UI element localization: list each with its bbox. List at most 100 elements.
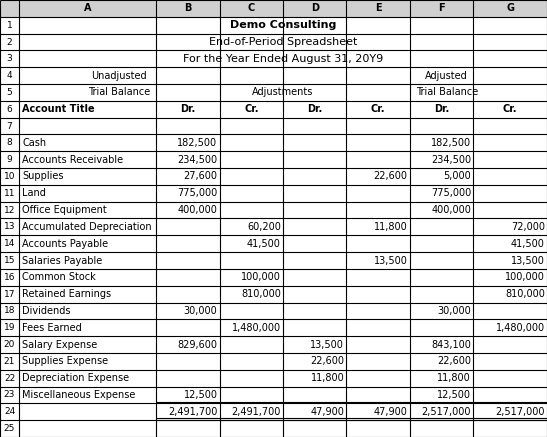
Text: 25: 25 [4, 424, 15, 433]
Text: G: G [506, 3, 514, 14]
Text: C: C [248, 3, 255, 14]
Text: 234,500: 234,500 [177, 155, 218, 165]
Text: 775,000: 775,000 [430, 188, 471, 198]
Text: 15: 15 [4, 256, 15, 265]
Text: 829,600: 829,600 [178, 340, 218, 350]
Text: 775,000: 775,000 [177, 188, 218, 198]
Text: Cr.: Cr. [244, 104, 259, 114]
Bar [346, 0, 410, 17]
Text: Accounts Payable: Accounts Payable [22, 239, 108, 249]
Text: 47,900: 47,900 [374, 407, 408, 417]
Text: A: A [84, 3, 91, 14]
Text: 11,800: 11,800 [437, 373, 471, 383]
Text: Salary Expense: Salary Expense [22, 340, 97, 350]
Text: 30,000: 30,000 [437, 306, 471, 316]
Text: 2,517,000: 2,517,000 [496, 407, 545, 417]
Text: F: F [438, 3, 445, 14]
Text: 1: 1 [7, 21, 13, 30]
Text: 5,000: 5,000 [443, 171, 471, 181]
Bar [283, 0, 346, 17]
Text: 810,000: 810,000 [505, 289, 545, 299]
Text: 13,500: 13,500 [374, 256, 408, 266]
Text: 21: 21 [4, 357, 15, 366]
Text: 100,000: 100,000 [505, 272, 545, 282]
Text: Miscellaneous Expense: Miscellaneous Expense [22, 390, 136, 400]
Text: E: E [375, 3, 381, 14]
Text: 12,500: 12,500 [184, 390, 218, 400]
Text: 5: 5 [7, 88, 13, 97]
Text: 13: 13 [4, 222, 15, 232]
Text: 30,000: 30,000 [184, 306, 218, 316]
Text: End-of-Period Spreadsheet: End-of-Period Spreadsheet [209, 37, 357, 47]
Text: 2,491,700: 2,491,700 [231, 407, 281, 417]
Text: 182,500: 182,500 [177, 138, 218, 148]
Text: 19: 19 [4, 323, 15, 332]
Bar [473, 0, 547, 17]
Text: 23: 23 [4, 391, 15, 399]
Text: 2,517,000: 2,517,000 [422, 407, 471, 417]
Text: Depreciation Expense: Depreciation Expense [22, 373, 129, 383]
Text: Demo Consulting: Demo Consulting [230, 20, 336, 30]
Text: 22: 22 [4, 374, 15, 383]
Text: 60,200: 60,200 [247, 222, 281, 232]
Bar [220, 0, 283, 17]
Text: 12: 12 [4, 205, 15, 215]
Text: Cr.: Cr. [503, 104, 517, 114]
Text: Accounts Receivable: Accounts Receivable [22, 155, 123, 165]
Text: 24: 24 [4, 407, 15, 416]
Text: 400,000: 400,000 [431, 205, 471, 215]
Text: Account Title: Account Title [22, 104, 95, 114]
Text: Retained Earnings: Retained Earnings [22, 289, 111, 299]
Text: Cash: Cash [22, 138, 46, 148]
Text: 47,900: 47,900 [310, 407, 344, 417]
Text: Common Stock: Common Stock [22, 272, 96, 282]
Text: Supplies Expense: Supplies Expense [22, 356, 108, 366]
Text: 843,100: 843,100 [431, 340, 471, 350]
Text: Salaries Payable: Salaries Payable [22, 256, 102, 266]
Text: D: D [311, 3, 319, 14]
Text: Unadjusted: Unadjusted [91, 71, 147, 81]
Text: Adjustments: Adjustments [252, 87, 313, 97]
Text: 3: 3 [7, 54, 13, 63]
Text: Dr.: Dr. [434, 104, 449, 114]
Text: Trial Balance: Trial Balance [88, 87, 150, 97]
Text: Dr.: Dr. [307, 104, 322, 114]
Text: Accumulated Depreciation: Accumulated Depreciation [22, 222, 152, 232]
Text: Trial Balance: Trial Balance [416, 87, 478, 97]
Text: 18: 18 [4, 306, 15, 316]
Text: 1,480,000: 1,480,000 [496, 323, 545, 333]
Text: Cr.: Cr. [371, 104, 385, 114]
Text: 11,800: 11,800 [311, 373, 344, 383]
Text: 22,600: 22,600 [437, 356, 471, 366]
Bar [156, 0, 220, 17]
Text: Land: Land [22, 188, 46, 198]
Text: 7: 7 [7, 121, 13, 131]
Text: 17: 17 [4, 290, 15, 298]
Text: 400,000: 400,000 [178, 205, 218, 215]
Text: Supplies: Supplies [22, 171, 63, 181]
Text: 4: 4 [7, 71, 13, 80]
Text: For the Year Ended August 31, 20Y9: For the Year Ended August 31, 20Y9 [183, 54, 383, 64]
Text: 22,600: 22,600 [310, 356, 344, 366]
Text: 11: 11 [4, 189, 15, 198]
Text: 11,800: 11,800 [374, 222, 408, 232]
Text: 72,000: 72,000 [511, 222, 545, 232]
Text: 2,491,700: 2,491,700 [168, 407, 218, 417]
Text: 8: 8 [7, 139, 13, 147]
Text: 13,500: 13,500 [310, 340, 344, 350]
Text: 16: 16 [4, 273, 15, 282]
Text: 10: 10 [4, 172, 15, 181]
Text: 41,500: 41,500 [511, 239, 545, 249]
Text: 27,600: 27,600 [184, 171, 218, 181]
Text: 12,500: 12,500 [437, 390, 471, 400]
Bar [0, 0, 19, 17]
Text: 2: 2 [7, 38, 13, 46]
Text: 6: 6 [7, 105, 13, 114]
Text: 234,500: 234,500 [431, 155, 471, 165]
Text: Dr.: Dr. [181, 104, 196, 114]
Text: 182,500: 182,500 [431, 138, 471, 148]
Text: 13,500: 13,500 [511, 256, 545, 266]
Text: 810,000: 810,000 [241, 289, 281, 299]
Text: 22,600: 22,600 [374, 171, 408, 181]
Text: 1,480,000: 1,480,000 [232, 323, 281, 333]
